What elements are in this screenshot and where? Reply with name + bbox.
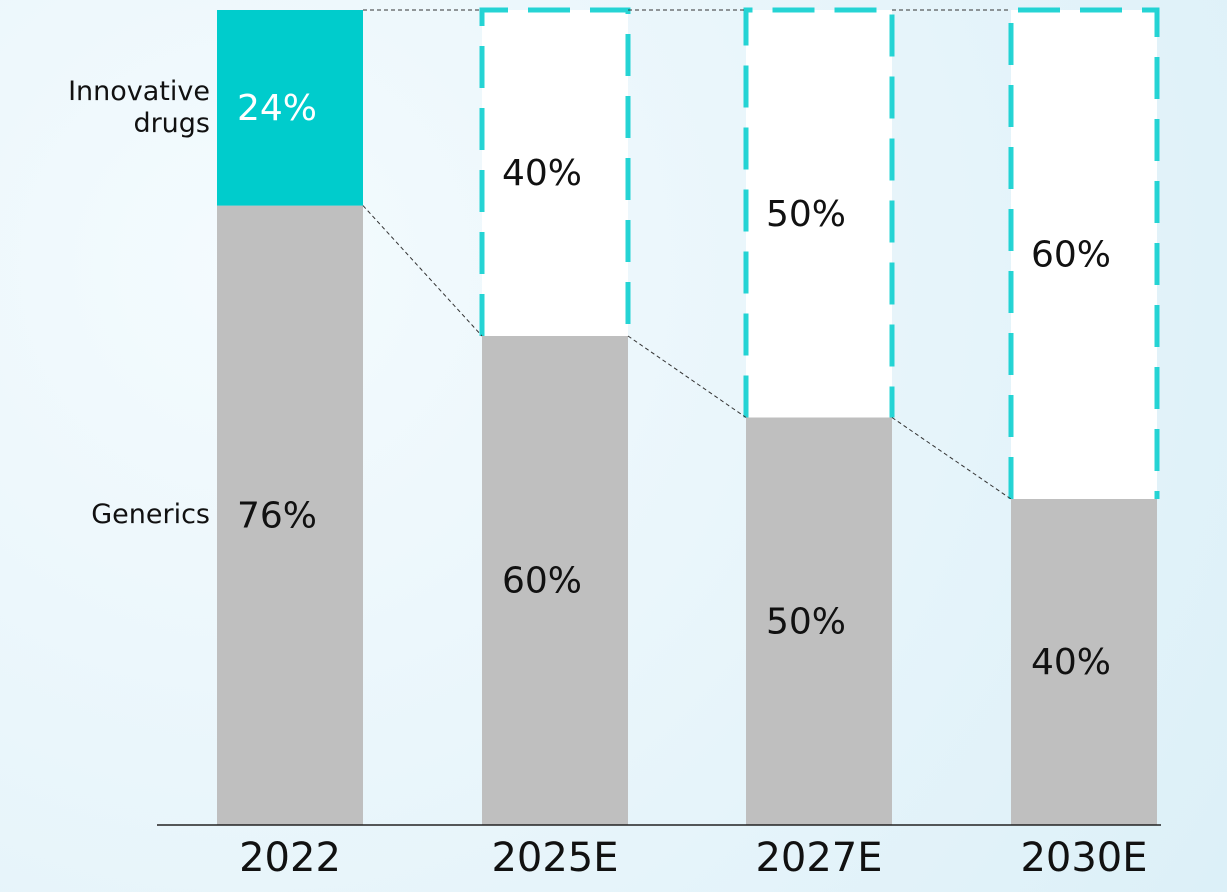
value-label: 40% — [502, 153, 582, 194]
x-tick-label: 2025E — [491, 835, 618, 881]
bar-segment — [1011, 499, 1157, 825]
x-tick-label: 2022 — [239, 835, 341, 881]
x-tick-label: 2027E — [755, 835, 882, 881]
value-label: 60% — [502, 561, 582, 602]
bar-segment — [746, 417, 892, 825]
series-label: Generics — [91, 499, 210, 531]
bar-segment — [482, 336, 628, 825]
bar-segment — [482, 10, 628, 336]
value-label: 50% — [766, 194, 846, 235]
value-label: 50% — [766, 601, 846, 642]
bar-segment — [746, 10, 892, 418]
dashed-outline — [1008, 7, 1160, 499]
value-label: 24% — [237, 88, 317, 129]
dashed-outline — [479, 7, 631, 336]
series-label: Innovative drugs — [68, 75, 210, 139]
connector — [891, 417, 1012, 500]
value-label: 60% — [1031, 235, 1111, 276]
value-label: 76% — [237, 495, 317, 536]
bar-segment — [217, 205, 363, 826]
connector — [362, 205, 483, 337]
connector — [627, 335, 747, 418]
x-tick-label: 2030E — [1020, 835, 1147, 881]
value-label: 40% — [1031, 642, 1111, 683]
bar-segment — [217, 10, 363, 206]
dashed-outline — [743, 7, 895, 418]
bar-segment — [1011, 10, 1157, 499]
